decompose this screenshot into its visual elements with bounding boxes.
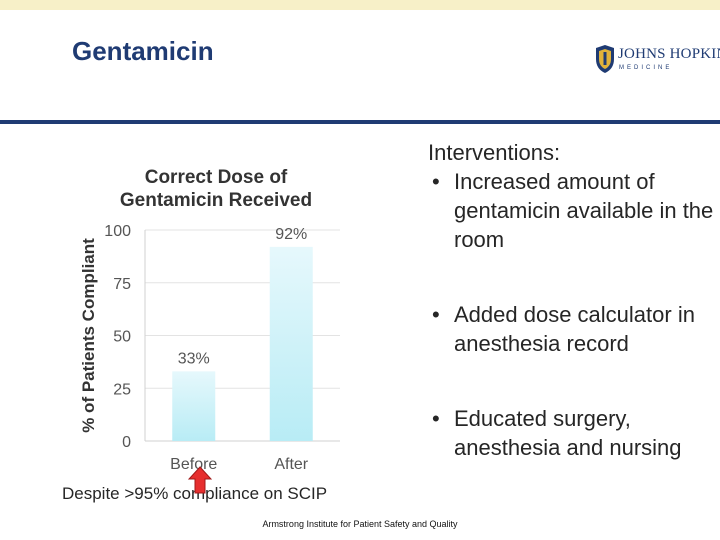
footer-text: Armstrong Institute for Patient Safety a…: [262, 519, 458, 529]
bullet-item: Increased amount of gentamicin available…: [428, 167, 718, 254]
logo-subtext: MEDICINE: [619, 65, 673, 71]
bar-chart: 0 25 50 75 100 33% Before 92% After % of Patient…: [79, 223, 340, 473]
bar-after: [269, 246, 313, 441]
page-title: Gentamicin: [72, 36, 214, 66]
interventions-heading: Interventions:: [428, 140, 561, 165]
bullet-item: Educated surgery, anesthesia and nursing: [428, 404, 718, 462]
y-tick-label: 25: [113, 381, 131, 398]
data-label: 92%: [275, 226, 307, 243]
data-label: 33%: [178, 350, 210, 367]
up-arrow-icon: [188, 466, 212, 494]
johns-hopkins-logo: JOHNS HOPKINS MEDICINE: [594, 44, 720, 76]
top-band: [0, 0, 720, 10]
y-tick-label: 100: [104, 223, 131, 240]
logo-text: JOHNS HOPKINS: [618, 46, 720, 62]
bar-before: [172, 371, 216, 441]
bullet-item: Added dose calculator in anesthesia reco…: [428, 300, 718, 358]
header-rule: [0, 120, 720, 124]
y-tick-label: 75: [113, 276, 131, 293]
y-tick-label: 0: [122, 434, 131, 451]
y-axis-label: % of Patients Compliant: [79, 238, 98, 433]
x-tick-label: After: [274, 456, 308, 473]
y-tick-label: 50: [113, 329, 131, 346]
interventions-list: Interventions: Increased amount of genta…: [428, 138, 718, 462]
x-tick-label: Before: [170, 456, 217, 473]
shield-icon: [596, 45, 614, 73]
chart-title: Correct Dose of Gentamicin Received: [119, 167, 313, 211]
